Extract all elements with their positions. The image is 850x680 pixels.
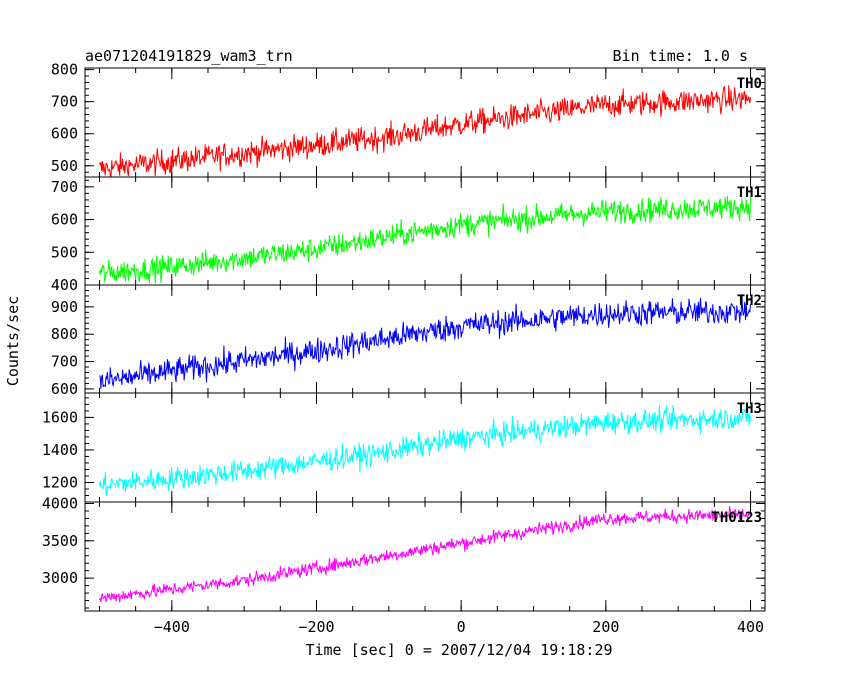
- series-th1: [99, 195, 751, 284]
- y-tick-label-th0123: 3000: [42, 569, 78, 587]
- x-tick-label: 0: [457, 618, 466, 636]
- y-tick-label-th2: 700: [51, 353, 78, 371]
- y-tick-label-th3: 1400: [42, 441, 78, 459]
- y-tick-label-th1: 400: [51, 276, 78, 294]
- y-tick-label-th3: 1600: [42, 408, 78, 426]
- x-tick-label: 400: [737, 618, 764, 636]
- y-tick-label-th1: 500: [51, 243, 78, 261]
- panel-label-th0: TH0: [737, 76, 762, 92]
- panel-frame-th0123: [84, 501, 766, 612]
- panel-label-th1: TH1: [737, 185, 762, 201]
- y-tick-label-th2: 800: [51, 325, 78, 343]
- y-axis-label: Counts/sec: [4, 296, 22, 386]
- y-tick-label-th0123: 4000: [42, 494, 78, 512]
- panel-frame-th2: [84, 284, 766, 394]
- panel-label-th2: TH2: [737, 293, 762, 309]
- y-tick-label-th0: 600: [51, 125, 78, 143]
- series-th0123: [99, 505, 751, 603]
- bin-time-label: Bin time: 1.0 s: [613, 47, 748, 65]
- series-th3: [99, 404, 751, 496]
- series-th0: [99, 85, 751, 177]
- y-tick-label-th1: 700: [51, 178, 78, 196]
- y-tick-label-th1: 600: [51, 211, 78, 229]
- x-axis-label: Time [sec] 0 = 2007/12/04 19:18:29: [305, 641, 612, 659]
- series-th2: [99, 294, 751, 389]
- y-tick-label-th2: 900: [51, 298, 78, 316]
- figure-title: ae071204191829_wam3_trn: [85, 47, 293, 65]
- y-tick-label-th0: 800: [51, 61, 78, 79]
- x-tick-label: −200: [298, 618, 334, 636]
- y-tick-label-th0123: 3500: [42, 532, 78, 550]
- panel-frame-th3: [84, 392, 766, 503]
- panel-label-th3: TH3: [737, 401, 762, 417]
- y-tick-label-th0: 700: [51, 93, 78, 111]
- panel-label-th0123: TH0123: [711, 510, 762, 526]
- y-tick-label-th2: 600: [51, 380, 78, 398]
- y-tick-label-th0: 500: [51, 157, 78, 175]
- x-tick-label: 200: [592, 618, 619, 636]
- x-tick-label: −400: [154, 618, 190, 636]
- y-tick-label-th3: 1200: [42, 473, 78, 491]
